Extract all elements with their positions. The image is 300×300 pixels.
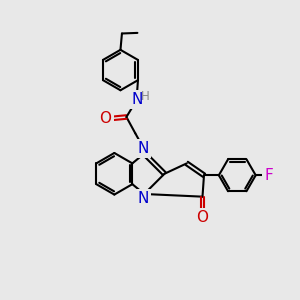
- Text: O: O: [196, 210, 208, 225]
- Text: F: F: [264, 168, 273, 183]
- Text: O: O: [100, 111, 112, 126]
- Text: H: H: [141, 90, 149, 103]
- Text: N: N: [138, 191, 149, 206]
- Text: N: N: [138, 141, 149, 156]
- Text: N: N: [131, 92, 142, 107]
